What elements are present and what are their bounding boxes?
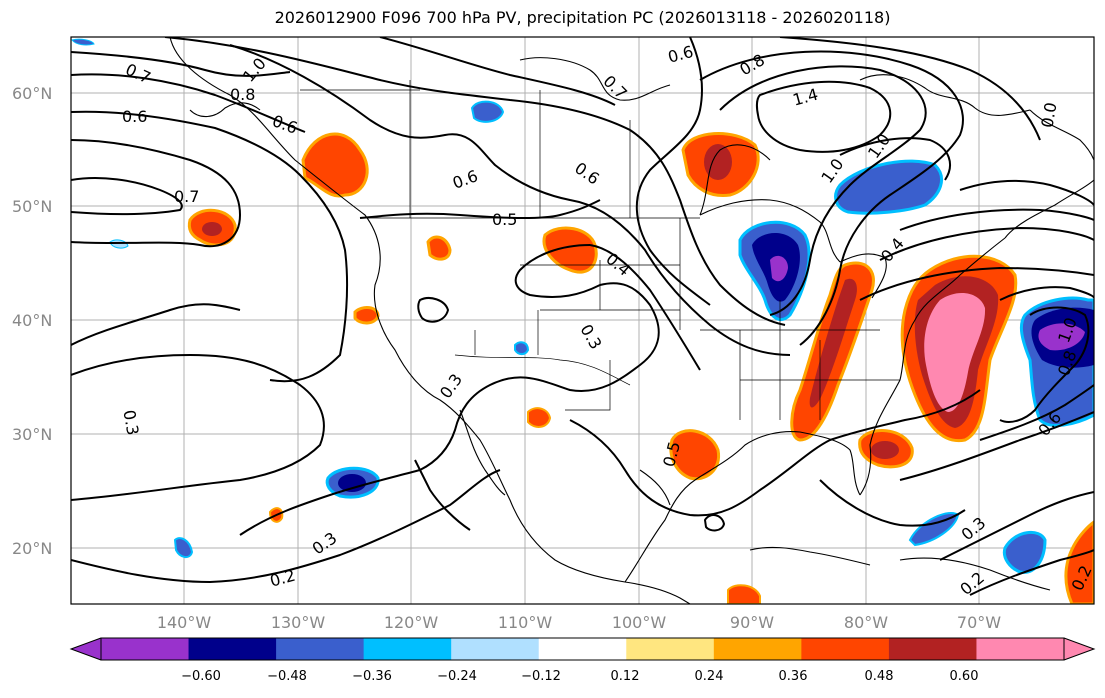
anomaly-peak-pink: [924, 293, 986, 412]
lon-labels: 140°W 130°W 120°W 110°W 100°W 90°W 80°W …: [157, 613, 1001, 632]
contour-label: 0.0: [1037, 101, 1060, 129]
lat-label: 40°N: [12, 311, 52, 330]
lon-label: 90°W: [730, 613, 774, 632]
lon-label: 140°W: [157, 613, 212, 632]
colorbar-tick: 0.24: [695, 669, 724, 684]
contour-label: 0.7: [174, 187, 199, 206]
contour-label: 0.5: [492, 210, 517, 229]
colorbar-extend-high: [1064, 638, 1094, 660]
colorbar-segment: [451, 638, 540, 660]
lon-label: 70°W: [957, 613, 1001, 632]
precip-shading: [71, 38, 1094, 604]
colorbar-tick: −0.24: [437, 669, 477, 684]
colorbar-segment: [538, 638, 627, 660]
pv-contours: [71, 37, 1094, 596]
colorbar-tick: 0.36: [779, 669, 808, 684]
colorbar-segment: [276, 638, 365, 660]
borders: [300, 80, 900, 420]
lon-label: 80°W: [844, 613, 888, 632]
lat-label: 60°N: [12, 84, 52, 103]
map-frame: [70, 36, 1095, 605]
colorbar-segment: [976, 638, 1065, 660]
lon-label: 120°W: [384, 613, 439, 632]
colorbar-tick: 0.48: [865, 669, 894, 684]
coastlines: [169, 37, 1094, 604]
lon-label: 110°W: [498, 613, 553, 632]
contour-label: 0.3: [119, 408, 142, 436]
colorbar-segment: [626, 638, 715, 660]
lon-label: 130°W: [271, 613, 326, 632]
colorbar-tick: 0.12: [611, 669, 640, 684]
lat-label: 20°N: [12, 539, 52, 558]
colorbar-tick: −0.36: [352, 669, 392, 684]
colorbar-segment: [188, 638, 277, 660]
colorbar-segment: [801, 638, 890, 660]
lon-label: 100°W: [612, 613, 667, 632]
contour-label: 0.8: [230, 85, 255, 104]
colorbar-tick: −0.12: [521, 669, 561, 684]
colorbar-segment: [363, 638, 452, 660]
map-title: 2026012900 F096 700 hPa PV, precipitatio…: [274, 8, 891, 27]
anomaly-pos-gulf: [669, 429, 721, 481]
colorbar-segment: [888, 638, 977, 660]
colorbar-tick: −0.60: [181, 669, 221, 684]
lat-label: 50°N: [12, 197, 52, 216]
colorbar-tick: 0.60: [950, 669, 979, 684]
lat-labels: 60°N 50°N 40°N 30°N 20°N: [12, 84, 52, 558]
colorbar-tick: −0.48: [267, 669, 307, 684]
colorbar: −0.60 −0.48 −0.36 −0.24 −0.12 0.12 0.24 …: [69, 637, 1096, 684]
colorbar-segment: [713, 638, 802, 660]
contour-label: 0.6: [122, 107, 147, 126]
lat-label: 30°N: [12, 425, 52, 444]
colorbar-segments: [101, 638, 1065, 660]
colorbar-extend-low: [71, 638, 101, 660]
colorbar-segment: [101, 638, 190, 660]
anomaly-pos-pacnw: [301, 132, 369, 198]
